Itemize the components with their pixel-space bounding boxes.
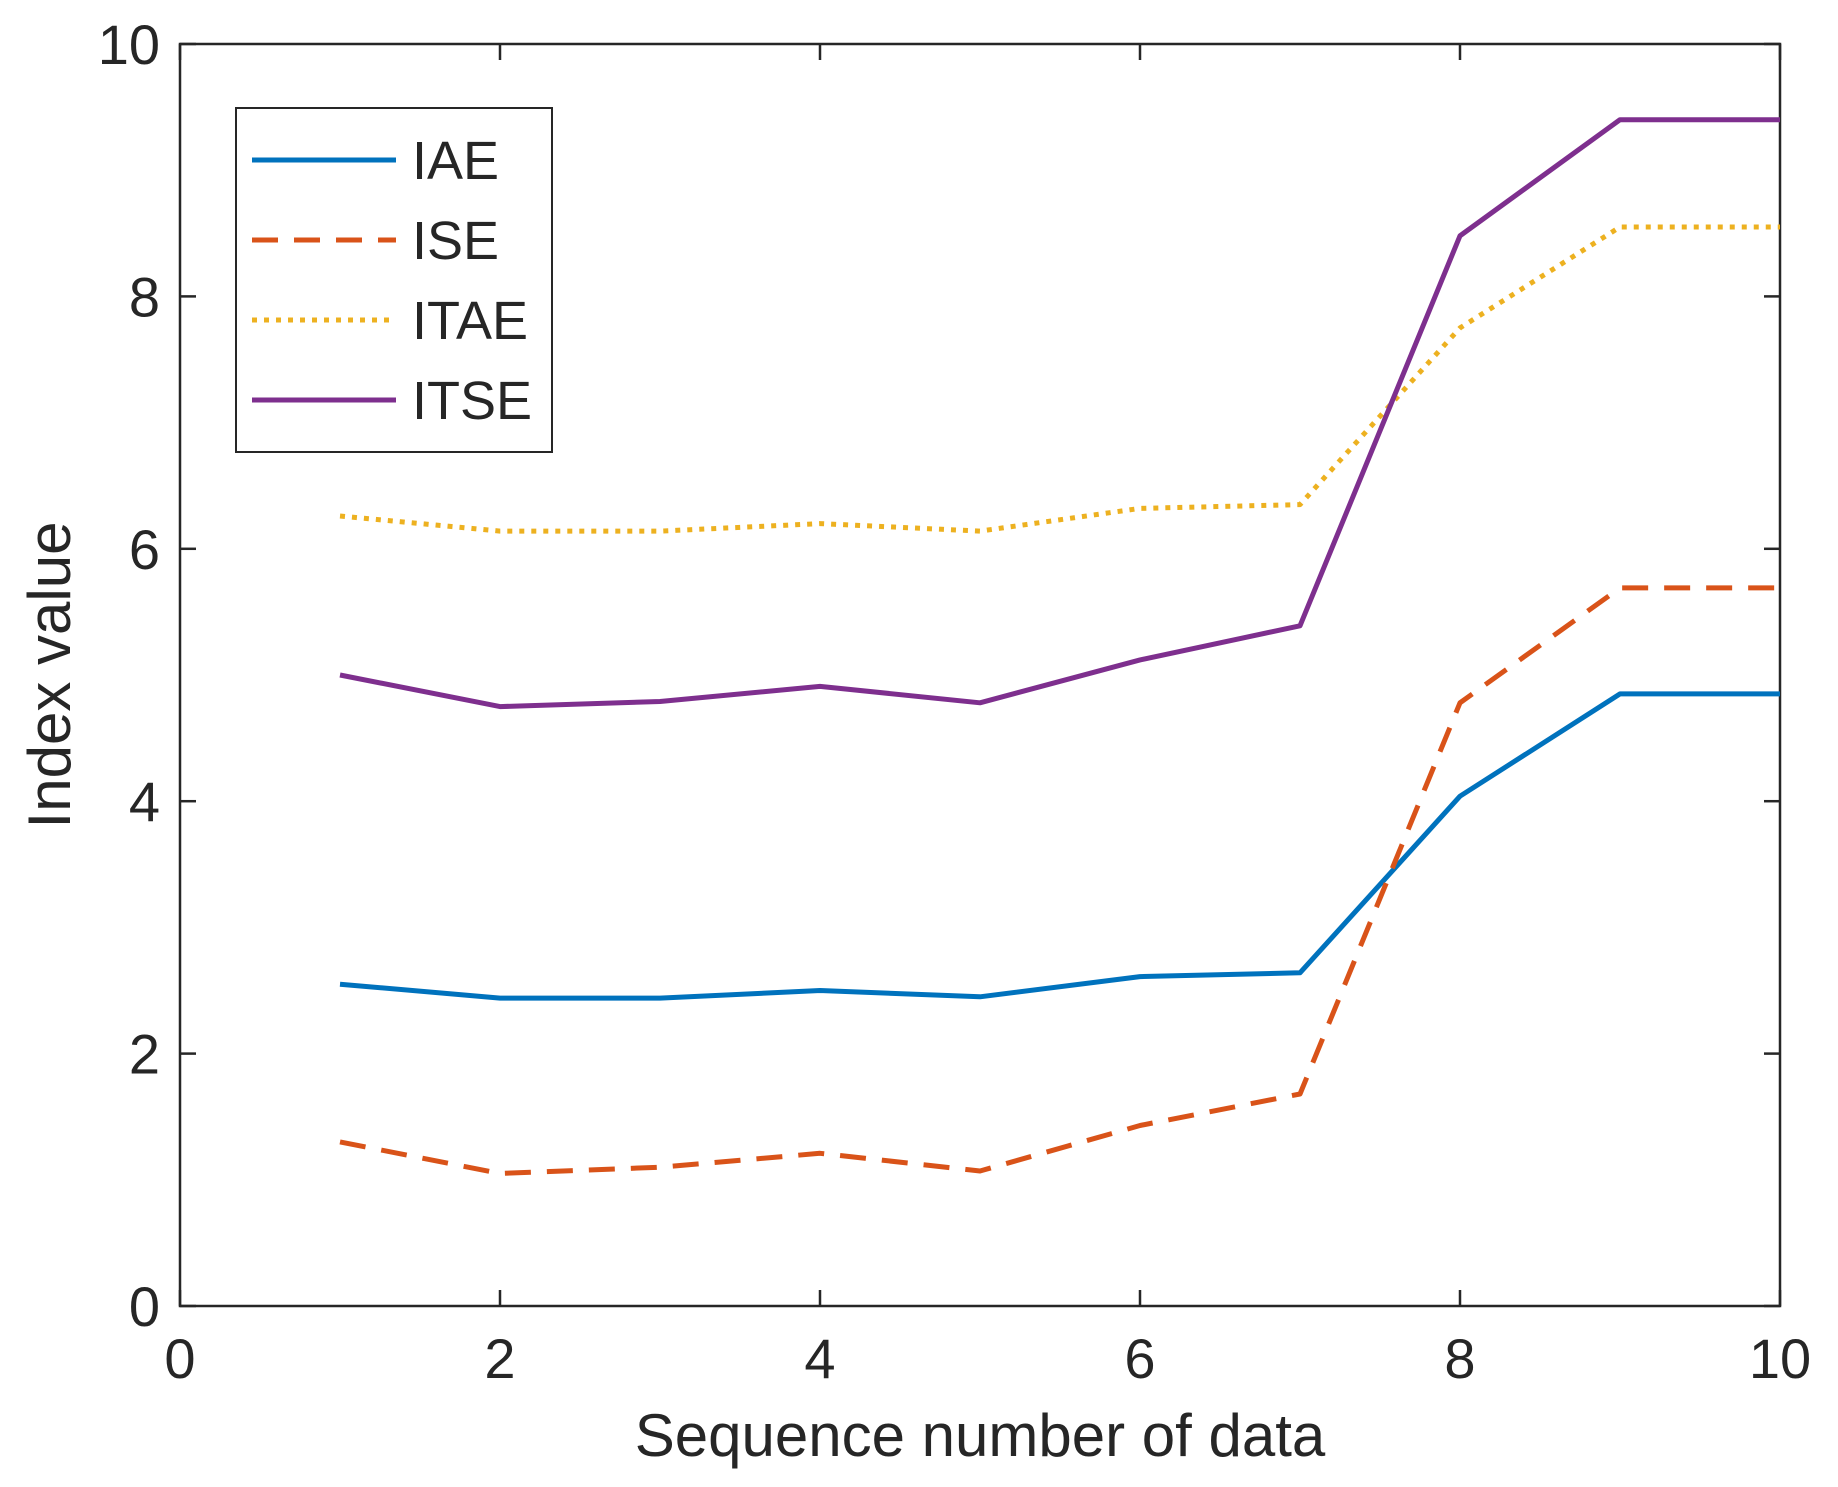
legend: IAE ISE ITAE ITSE <box>235 107 553 453</box>
series-line-ise <box>339 585 1780 1176</box>
y-axis-title: Index value <box>16 522 83 829</box>
y-tick-label: 2 <box>129 1023 160 1086</box>
x-tick-label: 10 <box>1749 1327 1811 1390</box>
series-line-itse <box>339 117 1780 710</box>
series-line-itae <box>339 224 1780 534</box>
y-tick-label: 6 <box>129 518 160 581</box>
y-tick-label: 8 <box>129 265 160 328</box>
legend-label-ise: ISE <box>412 211 499 271</box>
x-tick-label: 8 <box>1444 1327 1475 1390</box>
series-layer <box>339 117 1780 1176</box>
y-tick-label: 4 <box>129 770 160 833</box>
y-tick-label: 0 <box>129 1275 160 1338</box>
legend-label-itae: ITAE <box>412 291 528 351</box>
series-line-iae <box>339 691 1780 1001</box>
legend-label-iae: IAE <box>412 131 499 191</box>
x-tick-label: 6 <box>1124 1327 1155 1390</box>
legend-label-itse: ITSE <box>412 371 532 431</box>
y-tick-label: 10 <box>98 13 160 76</box>
x-tick-label: 0 <box>164 1327 195 1390</box>
legend-box <box>235 107 553 453</box>
ticks-layer: 0 2 4 6 8 10 0 2 4 6 8 10 <box>98 13 1811 1390</box>
x-tick-label: 2 <box>484 1327 515 1390</box>
x-axis-title: Sequence number of data <box>635 1402 1326 1469</box>
x-tick-label: 4 <box>804 1327 835 1390</box>
